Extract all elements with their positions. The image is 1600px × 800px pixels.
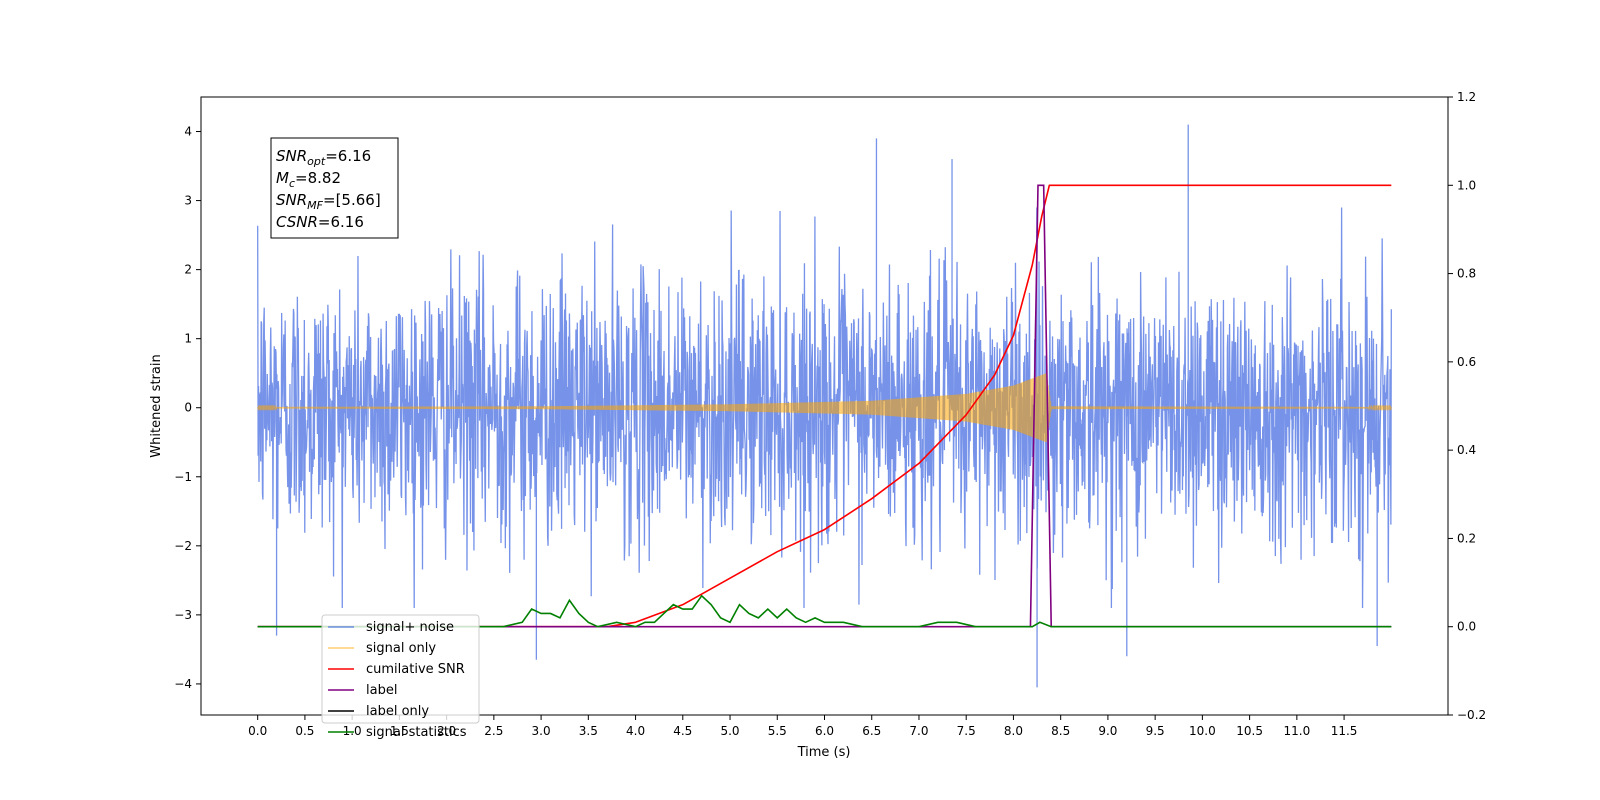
- y-left-tick-label: −1: [174, 470, 192, 484]
- x-tick-label: 0.5: [295, 724, 314, 738]
- y-right-tick-label: 0.0: [1457, 620, 1476, 634]
- series-signal-only-line: [257, 373, 1392, 443]
- y-right-axis: −0.2 0.0 0.2 0.4 0.6 0.8 1.0 1.2: [1448, 90, 1486, 722]
- y-right-tick-label: −0.2: [1457, 708, 1486, 722]
- x-tick-label: 2.5: [484, 724, 503, 738]
- x-tick-label: 2.0: [437, 724, 456, 738]
- x-axis-label: Time (s): [797, 745, 851, 760]
- series-signal-noise-line: [257, 124, 1392, 688]
- x-tick-label: 1.0: [343, 724, 362, 738]
- x-tick-label: 10.5: [1236, 724, 1263, 738]
- x-tick-label: 8.5: [1051, 724, 1070, 738]
- y-left-tick-label: 0: [184, 401, 192, 415]
- y-right-tick-label: 0.8: [1457, 267, 1476, 281]
- y-left-tick-label: −3: [174, 608, 192, 622]
- x-tick-label: 3.5: [579, 724, 598, 738]
- x-tick-label: 0.0: [248, 724, 267, 738]
- x-tick-label: 11.5: [1331, 724, 1358, 738]
- x-tick-label: 9.0: [1098, 724, 1117, 738]
- info-annotation-line: Mc=8.82: [276, 169, 341, 190]
- x-tick-label: 8.0: [1004, 724, 1023, 738]
- info-annotation-line: SNRopt=6.16: [276, 147, 371, 168]
- y-left-tick-label: −2: [174, 539, 192, 553]
- y-right-tick-label: 1.2: [1457, 90, 1476, 104]
- y-left-tick-label: 4: [184, 125, 192, 139]
- x-tick-label: 7.5: [957, 724, 976, 738]
- y-right-tick-label: 0.2: [1457, 531, 1476, 545]
- x-tick-label: 5.5: [768, 724, 787, 738]
- legend-entry-label: cumilative SNR: [366, 662, 465, 677]
- y-left-tick-label: −4: [174, 677, 192, 691]
- x-tick-label: 4.5: [673, 724, 692, 738]
- info-annotation-line: SNRMF=[5.66]: [276, 191, 381, 212]
- y-axis-label-left: Whitened strain: [149, 354, 164, 457]
- y-right-tick-label: 0.6: [1457, 355, 1476, 369]
- legend-entry-label: label: [366, 683, 397, 698]
- legend-entry-label: signal only: [366, 641, 436, 656]
- x-tick-label: 11.0: [1283, 724, 1310, 738]
- x-tick-label: 1.5: [390, 724, 409, 738]
- y-right-tick-label: 1.0: [1457, 178, 1476, 192]
- x-tick-label: 6.0: [815, 724, 834, 738]
- x-tick-label: 9.5: [1146, 724, 1165, 738]
- info-annotation-frame: [270, 137, 399, 239]
- x-axis: 0.0 0.5 1.0 1.5 2.0 2.5 3.0 3.5 4.0 4.5 5.0 5.5 6.0 6…: [248, 715, 1357, 738]
- info-annotation-line: CSNR=6.16: [276, 213, 364, 231]
- x-tick-label: 4.0: [626, 724, 645, 738]
- series-signal-statistics-line: [257, 594, 1392, 628]
- legend-entry-label: label only: [366, 704, 429, 719]
- y-right-tick-label: 0.4: [1457, 443, 1476, 457]
- legend-entry-label: signal statistics: [366, 725, 467, 740]
- x-tick-label: 7.0: [909, 724, 928, 738]
- legend-frame: [321, 614, 480, 724]
- x-tick-label: 6.5: [862, 724, 881, 738]
- y-left-tick-label: 1: [184, 332, 192, 346]
- y-left-axis: −4 −3 −2 −1 0 1 2 3 4: [174, 125, 201, 691]
- legend: signal+ noise signal only cumilative SNR la…: [321, 614, 480, 740]
- plot-area: [257, 124, 1392, 688]
- x-tick-label: 3.0: [532, 724, 551, 738]
- x-tick-label: 5.0: [720, 724, 739, 738]
- x-tick-label: 10.0: [1189, 724, 1216, 738]
- y-left-tick-label: 3: [184, 194, 192, 208]
- legend-entry-label: signal+ noise: [366, 620, 454, 635]
- y-left-tick-label: 2: [184, 263, 192, 277]
